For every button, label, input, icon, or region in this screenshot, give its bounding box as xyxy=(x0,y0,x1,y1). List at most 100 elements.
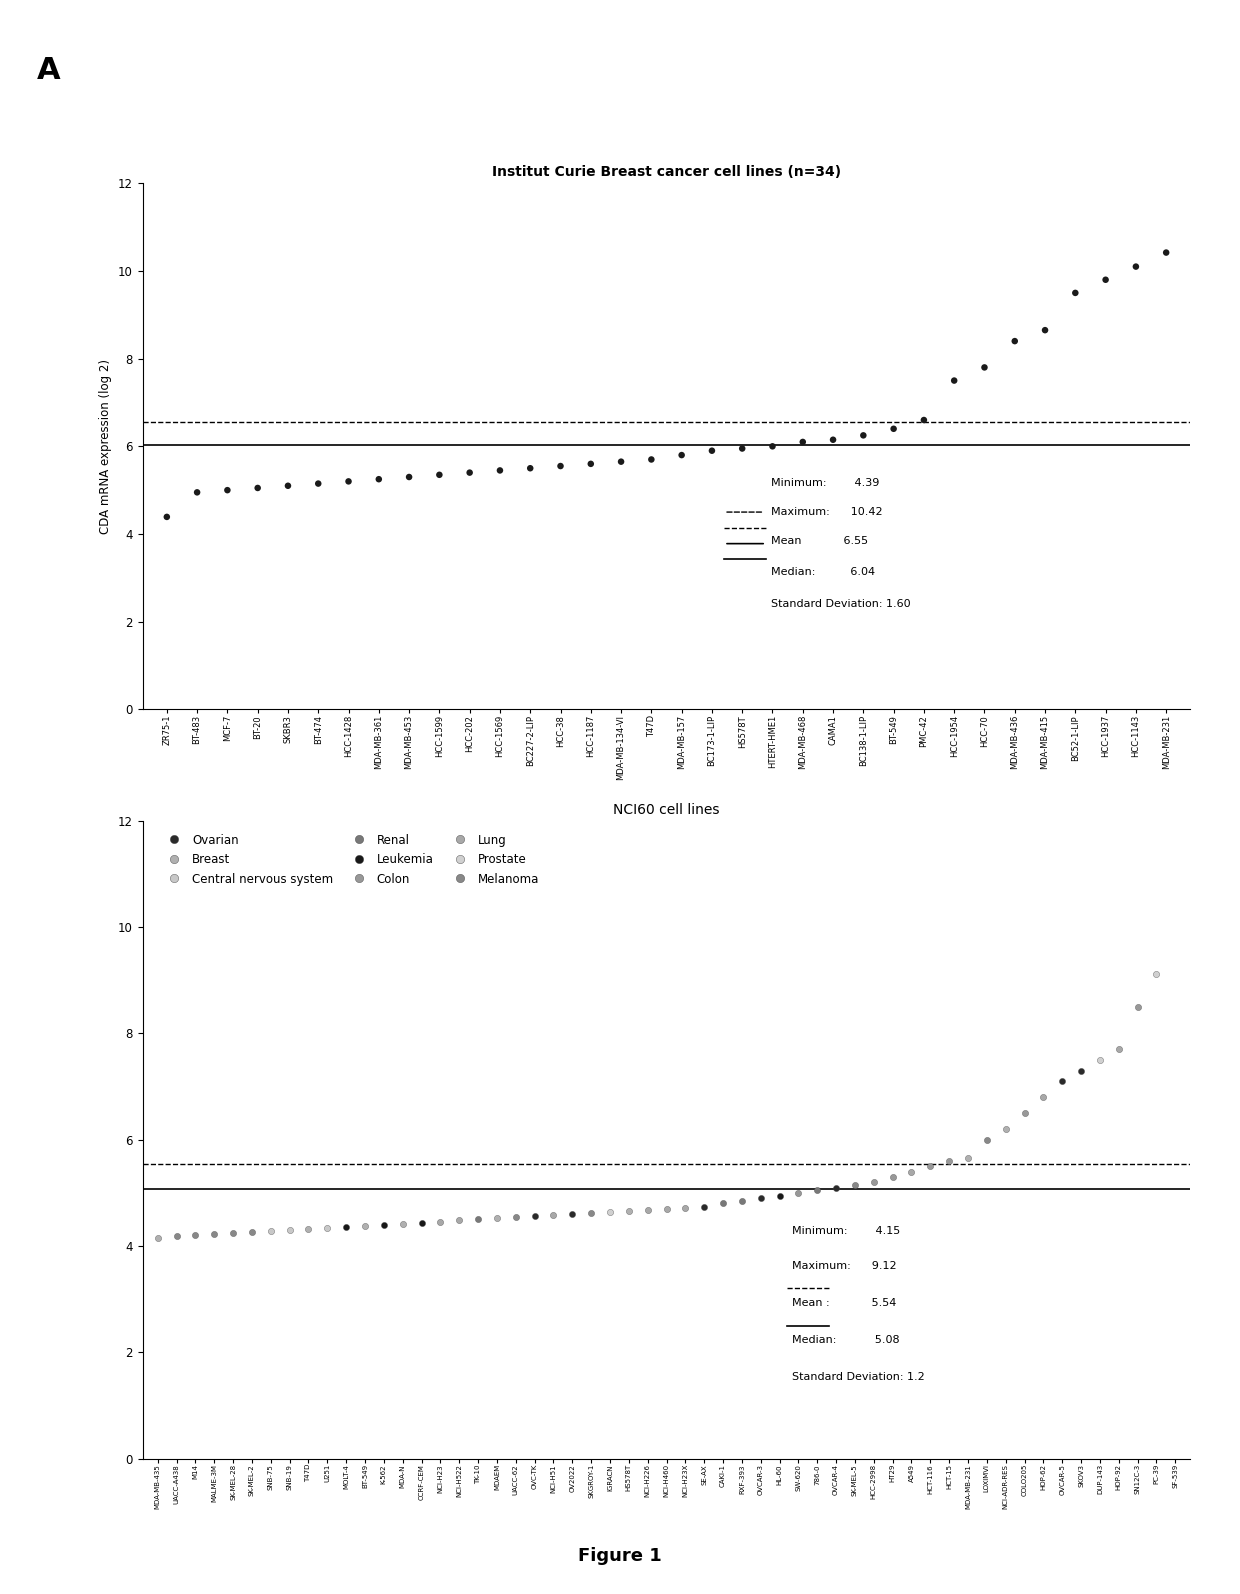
Point xyxy=(959,1146,978,1172)
Point xyxy=(732,1188,751,1213)
Point xyxy=(186,1223,206,1248)
Point xyxy=(792,429,812,454)
Legend: Ovarian, Breast, Central nervous system, Renal, Leukemia, Colon, Lung, Prostate,: Ovarian, Breast, Central nervous system,… xyxy=(159,830,542,889)
Point xyxy=(975,355,994,381)
Point xyxy=(205,1221,224,1247)
Point xyxy=(676,1196,696,1221)
Point xyxy=(883,1164,903,1189)
Point xyxy=(242,1219,262,1245)
Title: NCI60 cell lines: NCI60 cell lines xyxy=(614,803,719,818)
Point xyxy=(884,416,904,442)
Text: Maximum:      10.42: Maximum: 10.42 xyxy=(771,507,883,516)
Point xyxy=(939,1148,959,1173)
Point xyxy=(1090,1047,1110,1073)
Point xyxy=(823,427,843,453)
Y-axis label: CDA mRNA expression (log 2): CDA mRNA expression (log 2) xyxy=(99,359,113,534)
Point xyxy=(1014,1100,1034,1125)
Point xyxy=(1109,1036,1128,1062)
Point xyxy=(429,462,449,488)
Point xyxy=(864,1170,884,1196)
Text: Median:          6.04: Median: 6.04 xyxy=(771,567,875,577)
Point xyxy=(563,1202,583,1227)
Point xyxy=(355,1213,374,1239)
Point xyxy=(521,456,541,481)
Point xyxy=(393,1211,413,1237)
Point xyxy=(945,368,965,394)
Point xyxy=(977,1127,997,1152)
Point xyxy=(487,1205,507,1231)
Point xyxy=(1053,1068,1073,1093)
Point xyxy=(657,1196,677,1221)
Point xyxy=(317,1215,337,1240)
Point xyxy=(1156,239,1176,265)
Point xyxy=(460,459,480,485)
Point xyxy=(733,435,753,461)
Text: A: A xyxy=(37,56,61,84)
Point xyxy=(543,1202,563,1227)
Point xyxy=(853,422,873,448)
Point xyxy=(763,434,782,459)
Text: Standard Deviation: 1.2: Standard Deviation: 1.2 xyxy=(792,1372,925,1382)
Point xyxy=(611,450,631,475)
Point xyxy=(844,1172,864,1197)
Point xyxy=(641,446,661,472)
Point xyxy=(694,1194,714,1219)
Point xyxy=(807,1178,827,1203)
Point xyxy=(1147,961,1167,987)
Point xyxy=(278,473,298,499)
Point xyxy=(600,1199,620,1224)
Point xyxy=(1127,995,1147,1020)
Point xyxy=(525,1203,544,1229)
Point xyxy=(920,1154,940,1180)
Point xyxy=(187,480,207,505)
Point xyxy=(789,1180,808,1205)
Point xyxy=(619,1199,639,1224)
Text: Maximum:      9.12: Maximum: 9.12 xyxy=(792,1261,897,1270)
Point xyxy=(490,457,510,483)
Point xyxy=(551,453,570,478)
Point xyxy=(368,467,388,493)
Point xyxy=(914,408,934,434)
Point xyxy=(996,1116,1016,1141)
Point xyxy=(1033,1084,1053,1109)
Title: Institut Curie Breast cancer cell lines (n=34): Institut Curie Breast cancer cell lines … xyxy=(492,166,841,180)
Point xyxy=(217,478,237,504)
Point xyxy=(166,1224,186,1250)
Point xyxy=(1126,253,1146,279)
Text: Standard Deviation: 1.60: Standard Deviation: 1.60 xyxy=(771,599,911,609)
Point xyxy=(750,1186,770,1211)
Text: Minimum:        4.39: Minimum: 4.39 xyxy=(771,478,879,488)
Point xyxy=(248,475,268,501)
Point xyxy=(580,451,600,477)
Point xyxy=(430,1208,450,1234)
Point xyxy=(702,438,722,464)
Text: Figure 1: Figure 1 xyxy=(578,1548,662,1565)
Text: Median:           5.08: Median: 5.08 xyxy=(792,1334,900,1345)
Point xyxy=(412,1210,432,1235)
Point xyxy=(713,1191,733,1216)
Point xyxy=(157,504,177,529)
Text: Mean            6.55: Mean 6.55 xyxy=(771,536,868,545)
Point xyxy=(309,470,329,496)
Point xyxy=(339,469,358,494)
Point xyxy=(582,1200,601,1226)
Text: Mean :            5.54: Mean : 5.54 xyxy=(792,1298,897,1307)
Point xyxy=(223,1221,243,1247)
Point xyxy=(770,1183,790,1208)
Point xyxy=(280,1218,300,1243)
Point xyxy=(1065,281,1085,306)
Point xyxy=(1004,328,1024,354)
Point xyxy=(374,1211,394,1237)
Point xyxy=(449,1208,469,1234)
Point xyxy=(148,1226,167,1251)
Point xyxy=(469,1207,489,1232)
Text: Minimum:        4.15: Minimum: 4.15 xyxy=(792,1226,900,1235)
Point xyxy=(1071,1058,1091,1084)
Point xyxy=(1035,317,1055,343)
Point xyxy=(260,1218,280,1243)
Point xyxy=(637,1197,657,1223)
Point xyxy=(506,1205,526,1231)
Point xyxy=(399,464,419,489)
Point xyxy=(672,443,692,469)
Point xyxy=(826,1175,846,1200)
